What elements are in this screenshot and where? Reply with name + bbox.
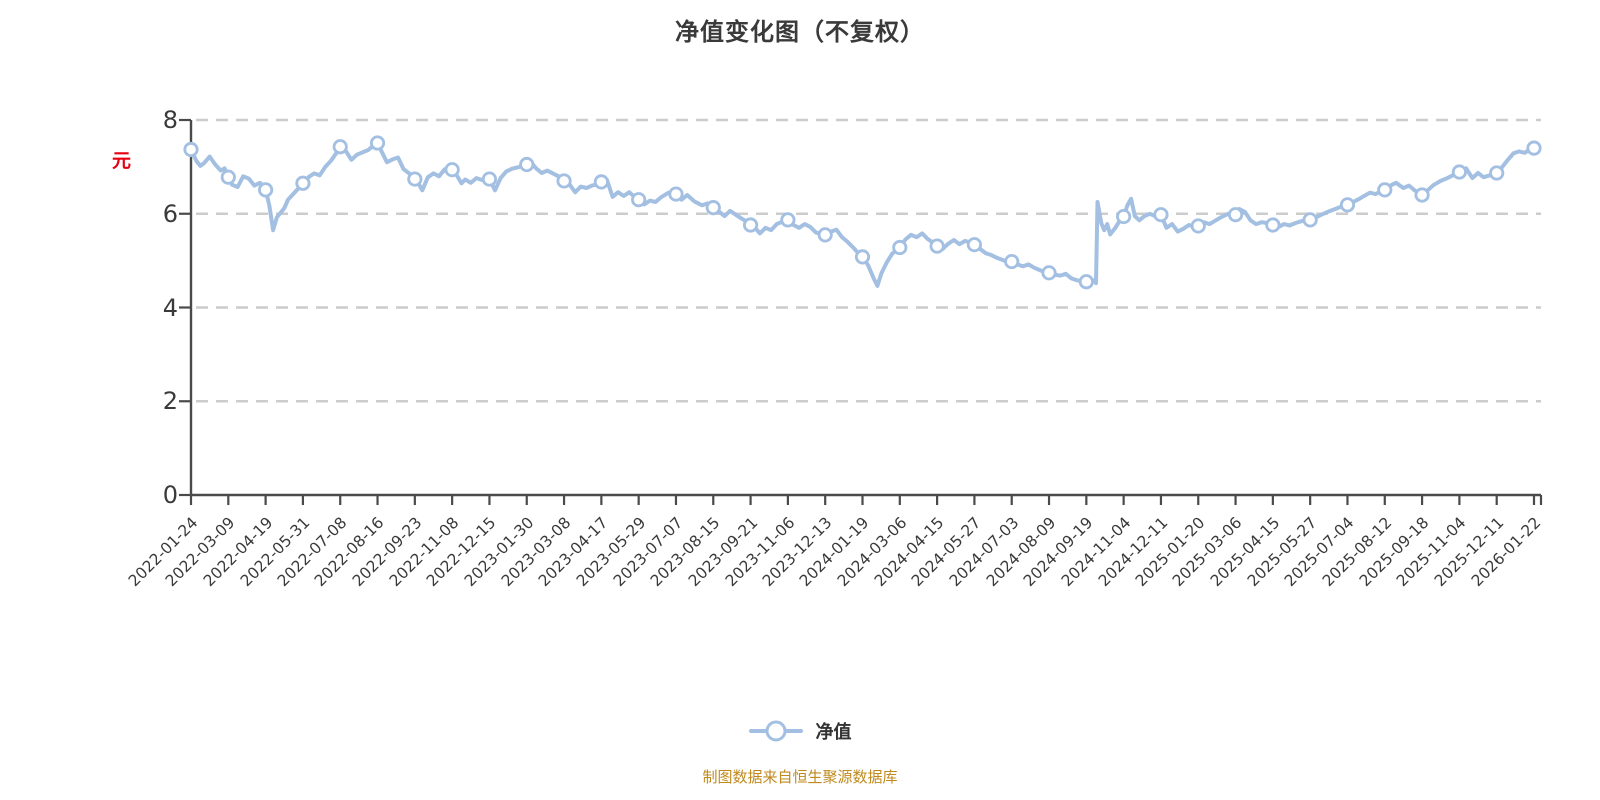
data-point-marker[interactable] — [444, 162, 460, 178]
data-point-marker[interactable] — [1004, 253, 1020, 270]
data-point-marker[interactable] — [220, 169, 236, 185]
data-point-marker[interactable] — [295, 175, 311, 191]
legend-label: 净值 — [815, 722, 852, 743]
data-point-marker[interactable] — [742, 217, 759, 233]
data-point-marker[interactable] — [1116, 208, 1132, 225]
data-point-marker[interactable] — [929, 238, 945, 254]
netvalue-line — [189, 141, 1536, 288]
y-axis-label: 0 — [162, 481, 178, 509]
y-axis-unit-label: 元 — [112, 150, 132, 172]
legend-marker-dot — [765, 720, 786, 742]
data-point-marker[interactable] — [332, 139, 348, 155]
y-axis-label: 4 — [162, 293, 178, 322]
y-axis-label: 6 — [162, 199, 178, 228]
data-point-marker[interactable] — [593, 174, 609, 190]
data-point-marker[interactable] — [1265, 217, 1281, 233]
data-point-marker[interactable] — [892, 239, 908, 256]
chart-title: 净值变化图（不复权） — [675, 18, 925, 46]
data-point-marker[interactable] — [481, 171, 498, 187]
data-point-marker[interactable] — [1302, 212, 1318, 228]
data-point-marker[interactable] — [1339, 197, 1356, 213]
legend-line-swatch — [748, 720, 803, 742]
data-point-marker[interactable] — [1489, 165, 1505, 181]
data-point-marker[interactable] — [556, 173, 572, 189]
data-point-marker[interactable] — [1377, 182, 1393, 198]
data-point-marker[interactable] — [705, 200, 721, 216]
data-point-marker[interactable] — [407, 171, 423, 187]
data-point-marker[interactable] — [258, 182, 274, 198]
data-point-marker[interactable] — [1414, 187, 1430, 203]
legend-item-netvalue[interactable]: 净值 — [0, 718, 1600, 744]
data-source-note: 制图数据来自恒生聚源数据库 — [702, 768, 898, 786]
data-point-marker[interactable] — [817, 227, 833, 243]
data-point-marker[interactable] — [1078, 274, 1094, 290]
data-point-marker[interactable] — [966, 237, 983, 253]
data-point-marker[interactable] — [1153, 207, 1169, 223]
y-axis-label: 8 — [162, 106, 178, 134]
data-point-marker[interactable] — [1190, 218, 1206, 234]
data-point-marker[interactable] — [183, 141, 199, 158]
data-point-marker[interactable] — [854, 249, 871, 265]
data-point-marker[interactable] — [1227, 207, 1244, 223]
data-point-marker[interactable] — [780, 212, 796, 228]
y-axis-label: 2 — [162, 387, 178, 416]
data-point-marker[interactable] — [369, 135, 386, 151]
data-point-marker[interactable] — [1526, 140, 1542, 156]
data-point-marker[interactable] — [1041, 265, 1057, 281]
data-point-marker[interactable] — [668, 186, 684, 202]
data-point-marker[interactable] — [631, 192, 647, 208]
data-point-marker[interactable] — [519, 156, 535, 173]
data-point-marker[interactable] — [1451, 164, 1467, 180]
